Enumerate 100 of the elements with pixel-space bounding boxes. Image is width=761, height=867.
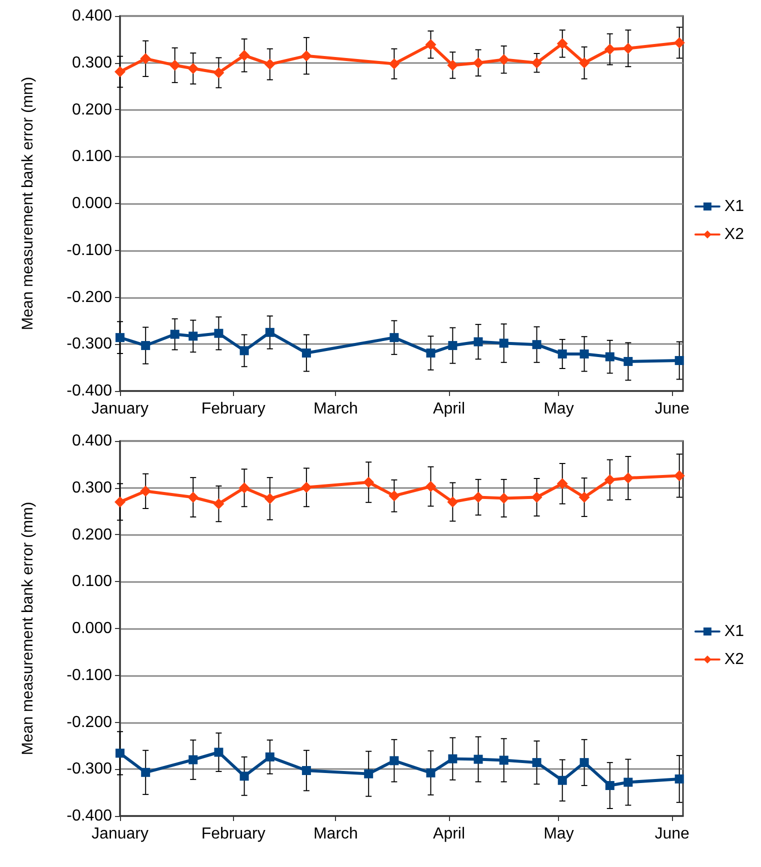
x-tick-label: May — [544, 400, 574, 418]
y-tick-label: 0.200 — [72, 101, 112, 118]
point — [388, 490, 400, 502]
legend-label: X2 — [724, 651, 744, 668]
point — [448, 341, 458, 350]
y-tick-label: -0.300 — [66, 760, 112, 778]
point — [141, 341, 150, 350]
y-tick-label: -0.200 — [66, 714, 112, 731]
point — [604, 474, 616, 486]
point — [472, 492, 484, 503]
point — [605, 352, 614, 362]
point — [213, 498, 224, 510]
point — [188, 332, 198, 341]
point — [140, 53, 152, 64]
y-tick-label: -0.400 — [66, 382, 112, 400]
point — [188, 63, 199, 74]
point — [240, 346, 249, 356]
legend-label: X2 — [724, 226, 744, 243]
y-tick-label: 0.000 — [72, 620, 112, 637]
point — [141, 768, 150, 777]
y-tick-label: 0.100 — [72, 148, 112, 166]
y-tick-label: -0.400 — [66, 808, 112, 824]
point — [605, 781, 614, 790]
point — [302, 348, 311, 358]
point — [238, 482, 250, 494]
y-tick-label: 0.300 — [72, 54, 112, 72]
point — [578, 492, 590, 503]
x-tick-label: April — [433, 826, 466, 842]
point — [116, 748, 124, 758]
x-tick-label: March — [313, 826, 358, 842]
point — [213, 67, 224, 78]
point — [188, 755, 198, 764]
point — [580, 758, 589, 768]
x-tick-label: May — [544, 826, 574, 842]
x-tick-label: February — [201, 826, 266, 842]
point — [578, 57, 590, 68]
point — [265, 752, 274, 762]
point — [302, 766, 311, 776]
point — [622, 472, 634, 484]
point — [604, 44, 616, 55]
point — [114, 66, 126, 78]
point — [624, 778, 633, 787]
point — [531, 492, 542, 503]
x-tick-label: January — [92, 400, 148, 418]
point — [499, 338, 508, 348]
point — [474, 337, 483, 346]
point — [556, 38, 568, 50]
y-tick-label: -0.100 — [66, 242, 112, 259]
point — [390, 756, 399, 766]
x-tick-label: June — [654, 400, 690, 418]
point — [214, 328, 224, 338]
point — [170, 330, 180, 339]
x-tick-label: February — [201, 400, 266, 418]
point — [264, 493, 276, 504]
y-tick-label: -0.200 — [66, 288, 112, 306]
y-axis-title: Mean measurement bank error (mm) — [20, 502, 36, 756]
point — [188, 492, 199, 503]
point — [531, 57, 542, 68]
y-tick-label: 0.300 — [72, 479, 112, 496]
y-tick-label: 0.400 — [72, 8, 112, 24]
y-tick-label: 0.200 — [72, 526, 112, 544]
point — [474, 754, 483, 764]
point — [556, 478, 568, 490]
y-tick-label: 0.100 — [72, 573, 112, 590]
point — [558, 776, 567, 785]
point — [300, 482, 312, 493]
point — [674, 37, 685, 48]
point — [140, 486, 152, 497]
y-tick-label: 0.400 — [72, 432, 112, 450]
point — [114, 496, 126, 508]
point — [498, 54, 510, 66]
point — [265, 328, 274, 337]
x-tick-label: April — [433, 400, 466, 418]
point — [426, 768, 436, 778]
point — [472, 57, 484, 68]
point — [580, 349, 589, 358]
point — [499, 756, 508, 765]
point — [169, 60, 180, 71]
point — [558, 349, 567, 358]
point — [532, 340, 542, 350]
point — [498, 492, 510, 504]
point — [674, 356, 684, 366]
point — [238, 50, 250, 61]
point — [624, 356, 633, 366]
y-axis-title: Mean measurement bank error (mm) — [20, 76, 36, 330]
legend-label: X1 — [724, 623, 744, 640]
point — [622, 42, 634, 54]
point — [426, 348, 436, 358]
point — [425, 480, 436, 492]
x-tick-label: June — [654, 826, 690, 842]
y-tick-label: -0.100 — [66, 666, 112, 684]
y-tick-label: 0.000 — [72, 195, 112, 212]
point — [674, 470, 685, 482]
point — [447, 60, 458, 71]
point — [532, 758, 542, 768]
x-tick-label: January — [92, 826, 148, 842]
point — [448, 754, 458, 764]
point — [300, 50, 312, 62]
point — [214, 748, 224, 757]
y-tick-label: -0.300 — [66, 336, 112, 353]
